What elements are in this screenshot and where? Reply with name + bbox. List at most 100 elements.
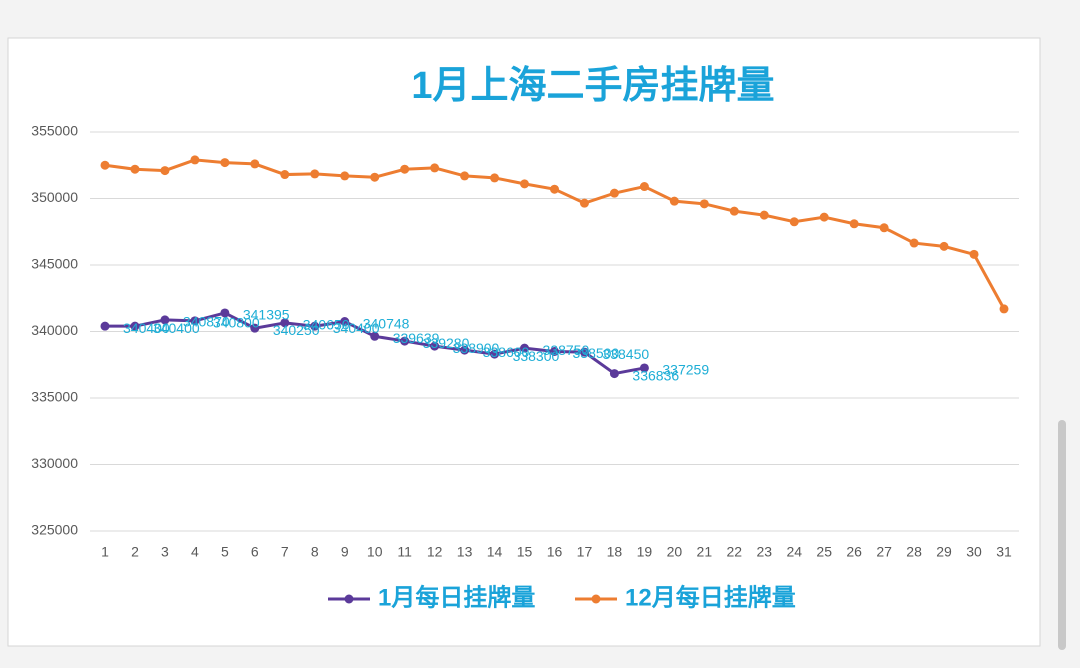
data-point bbox=[819, 212, 829, 222]
y-tick-label: 355000 bbox=[31, 123, 78, 139]
x-tick-label: 4 bbox=[191, 544, 199, 560]
data-point bbox=[609, 188, 619, 198]
x-tick-label: 29 bbox=[936, 544, 952, 560]
data-point bbox=[520, 343, 530, 353]
y-tick-label: 335000 bbox=[31, 389, 78, 405]
data-point bbox=[400, 164, 410, 174]
x-tick-label: 13 bbox=[457, 544, 473, 560]
data-point bbox=[729, 206, 739, 216]
data-label: 336836 bbox=[632, 367, 679, 383]
data-point bbox=[250, 323, 260, 333]
x-tick-label: 2 bbox=[131, 544, 139, 560]
data-point bbox=[100, 160, 110, 170]
x-tick-label: 28 bbox=[906, 544, 922, 560]
data-point bbox=[879, 223, 889, 233]
data-label: 339639 bbox=[393, 330, 440, 346]
data-point bbox=[370, 172, 380, 182]
x-tick-label: 31 bbox=[996, 544, 1012, 560]
data-point bbox=[100, 321, 110, 331]
x-tick-label: 12 bbox=[427, 544, 443, 560]
data-point bbox=[849, 219, 859, 229]
data-label: 341395 bbox=[243, 307, 290, 323]
data-label: 340650 bbox=[303, 317, 350, 333]
data-point bbox=[400, 336, 410, 346]
data-point bbox=[669, 196, 679, 206]
x-tick-label: 1 bbox=[101, 544, 109, 560]
data-label: 338300 bbox=[513, 348, 560, 364]
data-point bbox=[550, 346, 559, 356]
data-point bbox=[280, 170, 290, 180]
data-point bbox=[220, 158, 230, 168]
x-tick-label: 5 bbox=[221, 544, 229, 560]
x-tick-label: 18 bbox=[607, 544, 623, 560]
data-point bbox=[639, 182, 649, 192]
data-point bbox=[160, 315, 170, 325]
data-point bbox=[579, 198, 589, 208]
data-point bbox=[130, 164, 140, 174]
legend-marker bbox=[344, 594, 354, 604]
x-tick-label: 17 bbox=[577, 544, 593, 560]
data-point bbox=[639, 363, 649, 373]
data-point bbox=[699, 199, 709, 209]
data-label: 338450 bbox=[602, 346, 649, 362]
data-point bbox=[579, 347, 589, 357]
data-point bbox=[250, 159, 260, 169]
y-tick-label: 330000 bbox=[31, 455, 78, 471]
data-label: 338600 bbox=[483, 344, 530, 360]
data-label: 340870 bbox=[183, 314, 230, 330]
data-label: 338900 bbox=[453, 340, 500, 356]
x-tick-label: 9 bbox=[341, 544, 349, 560]
data-label: 338750 bbox=[543, 342, 590, 358]
y-tick-label: 325000 bbox=[31, 522, 78, 538]
data-point bbox=[969, 249, 979, 259]
data-point bbox=[130, 321, 140, 331]
data-point bbox=[310, 169, 320, 179]
x-tick-label: 22 bbox=[727, 544, 743, 560]
x-tick-label: 25 bbox=[816, 544, 832, 560]
x-tick-label: 26 bbox=[846, 544, 862, 560]
data-point bbox=[310, 321, 320, 331]
data-label: 340400 bbox=[153, 320, 200, 336]
y-tick-label: 340000 bbox=[31, 322, 78, 338]
data-point bbox=[340, 171, 350, 181]
data-label: 338500 bbox=[573, 345, 620, 361]
x-tick-label: 27 bbox=[876, 544, 892, 560]
x-tick-label: 6 bbox=[251, 544, 259, 560]
x-tick-label: 21 bbox=[697, 544, 713, 560]
data-point bbox=[490, 173, 500, 183]
data-point bbox=[220, 308, 230, 318]
data-point bbox=[759, 210, 769, 220]
x-tick-label: 19 bbox=[637, 544, 653, 560]
x-tick-label: 8 bbox=[311, 544, 319, 560]
data-label: 340250 bbox=[273, 322, 320, 338]
x-tick-label: 20 bbox=[667, 544, 683, 560]
x-tick-label: 10 bbox=[367, 544, 383, 560]
x-tick-label: 7 bbox=[281, 544, 289, 560]
x-tick-label: 23 bbox=[756, 544, 772, 560]
data-point bbox=[460, 345, 470, 355]
x-tick-label: 11 bbox=[397, 544, 412, 560]
data-point bbox=[909, 238, 919, 248]
data-label: 340400 bbox=[333, 320, 380, 336]
data-point bbox=[370, 331, 380, 341]
data-label: 337259 bbox=[662, 362, 709, 378]
data-point bbox=[490, 349, 500, 359]
data-label: 340800 bbox=[213, 315, 260, 331]
x-tick-label: 24 bbox=[786, 544, 802, 560]
data-point bbox=[460, 171, 470, 181]
data-point bbox=[939, 241, 949, 251]
data-point bbox=[190, 316, 200, 326]
scrollbar bbox=[1058, 420, 1066, 650]
data-point bbox=[340, 317, 350, 327]
chart-frame bbox=[7, 37, 1041, 647]
y-tick-label: 350000 bbox=[31, 189, 78, 205]
data-point bbox=[789, 217, 799, 227]
data-point bbox=[280, 318, 290, 328]
x-tick-label: 30 bbox=[966, 544, 982, 560]
data-point bbox=[430, 341, 440, 351]
legend-label: 12月每日挂牌量 bbox=[625, 583, 796, 611]
chart-title: 1月上海二手房挂牌量 bbox=[411, 65, 774, 107]
data-point bbox=[160, 166, 170, 176]
x-tick-label: 15 bbox=[517, 544, 533, 560]
legend-label: 1月每日挂牌量 bbox=[378, 583, 535, 611]
